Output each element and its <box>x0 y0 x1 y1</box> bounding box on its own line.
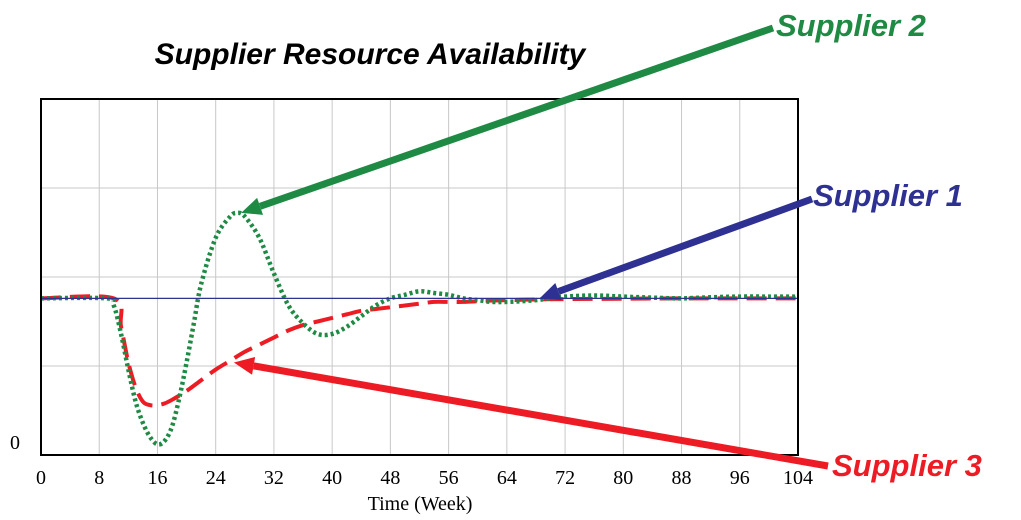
x-tick-label: 48 <box>380 467 400 489</box>
callout-supplier-2: Supplier 2 <box>241 8 926 215</box>
series-line-supplier-3 <box>40 294 798 408</box>
series-line-supplier-2 <box>40 210 798 447</box>
callout-label-supplier-1: Supplier 1 <box>813 178 963 213</box>
series-layer <box>40 210 798 447</box>
x-tick-label: 32 <box>264 467 284 489</box>
x-tick-labels: 0 8 16 24 32 40 48 56 64 72 80 88 96 104 <box>36 467 813 489</box>
callout-arrowhead-supplier-1 <box>539 283 562 300</box>
x-tick-label: 0 <box>36 467 46 489</box>
callout-arrowhead-supplier-2 <box>241 197 264 215</box>
callout-label-supplier-2: Supplier 2 <box>776 8 926 43</box>
x-tick-label: 16 <box>147 467 167 489</box>
callout-supplier-3: Supplier 3 <box>233 357 982 483</box>
x-axis-label: Time (Week) <box>368 493 473 515</box>
callout-arrow-supplier-3 <box>252 362 829 470</box>
x-tick-label: 56 <box>439 467 459 489</box>
x-tick-label: 64 <box>497 467 517 489</box>
x-tick-label: 40 <box>322 467 342 489</box>
x-tick-label: 88 <box>672 467 692 489</box>
callouts: Supplier 2 Supplier 1 Supplier 3 <box>233 8 982 483</box>
x-tick-label: 24 <box>206 467 226 489</box>
plot-frame <box>40 98 799 456</box>
x-tick-label: 104 <box>783 467 813 489</box>
callout-arrow-supplier-2 <box>258 24 775 210</box>
x-tick-label: 96 <box>730 467 750 489</box>
y-tick-label: 0 <box>10 432 20 454</box>
chart-title: Supplier Resource Availability <box>155 38 587 71</box>
callout-arrow-supplier-1 <box>557 195 814 295</box>
x-tick-label: 8 <box>94 467 104 489</box>
callout-arrowhead-supplier-3 <box>233 357 256 375</box>
callout-supplier-1: Supplier 1 <box>539 178 963 300</box>
x-tick-label: 72 <box>555 467 575 489</box>
callout-label-supplier-3: Supplier 3 <box>832 448 982 483</box>
y-tick-labels: 0 <box>10 432 20 454</box>
x-tick-label: 80 <box>613 467 633 489</box>
